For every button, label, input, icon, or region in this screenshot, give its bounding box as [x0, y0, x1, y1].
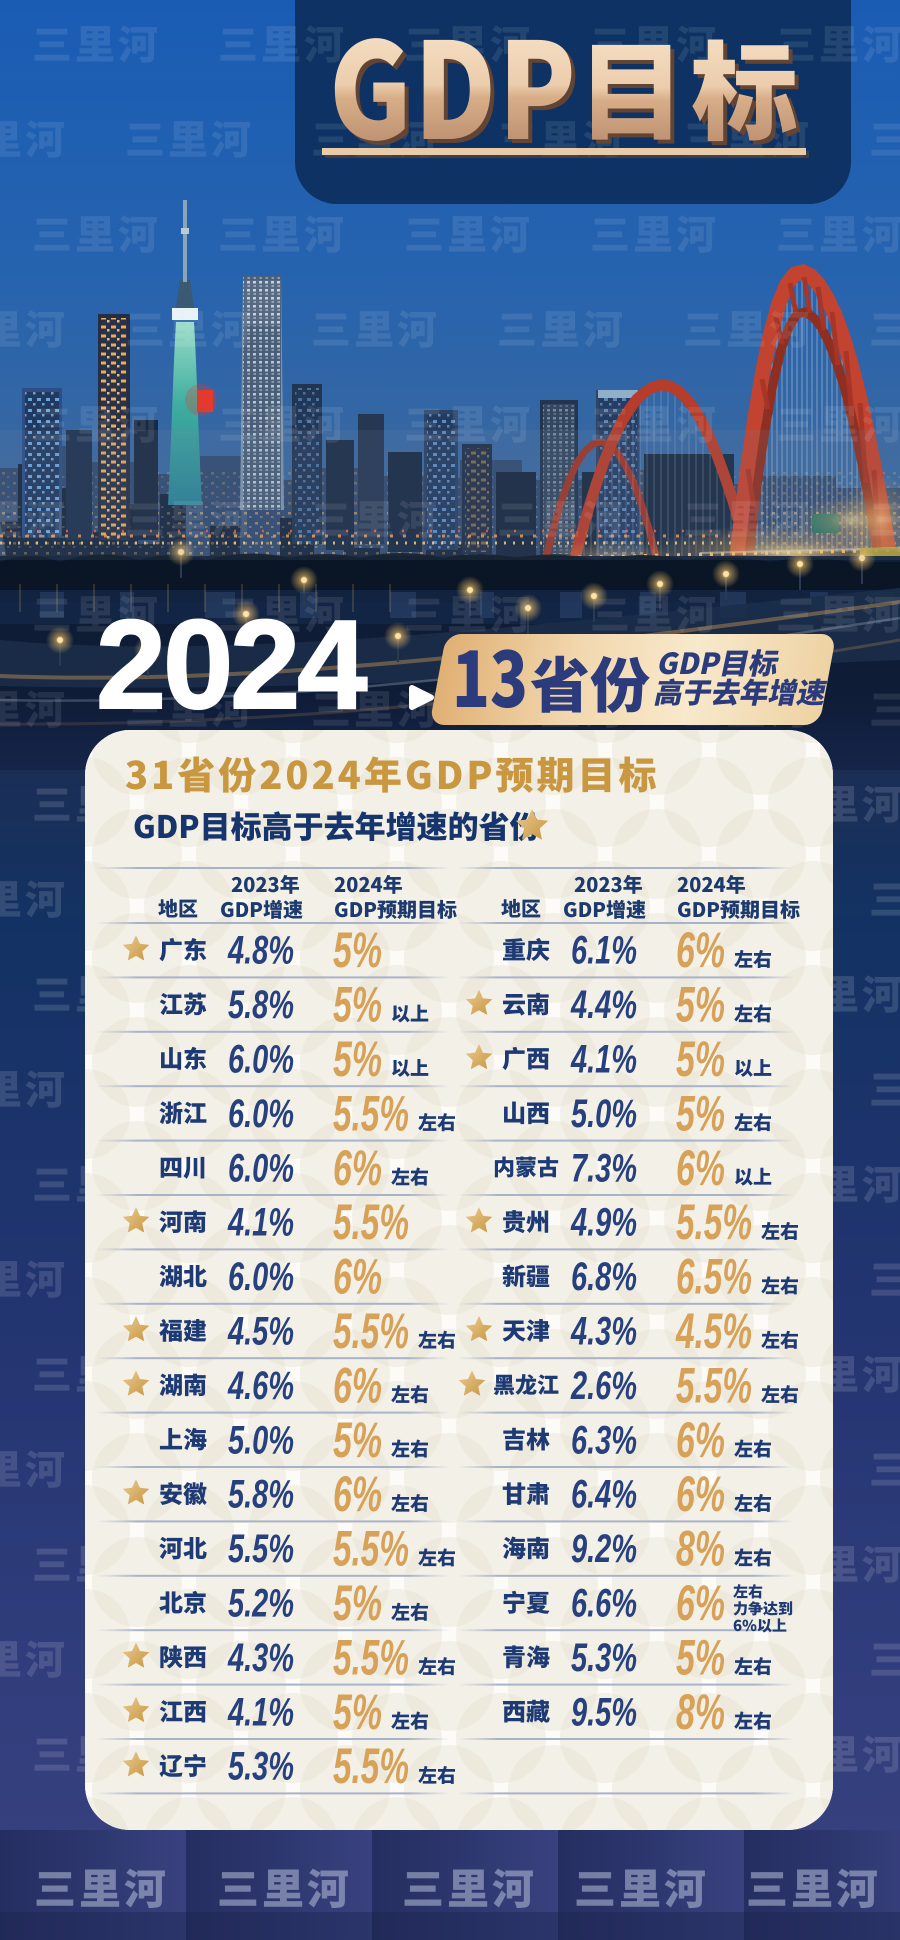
- svg-text:6.0%: 6.0%: [228, 1146, 294, 1190]
- svg-text:6.1%: 6.1%: [571, 929, 637, 973]
- svg-text:4.1%: 4.1%: [227, 1201, 294, 1245]
- svg-text:6%: 6%: [676, 1140, 725, 1196]
- svg-text:6%: 6%: [676, 1466, 725, 1522]
- svg-text:6%: 6%: [333, 1466, 382, 1522]
- svg-text:4.4%: 4.4%: [570, 983, 637, 1027]
- svg-text:6%: 6%: [333, 1249, 382, 1305]
- svg-text:5.0%: 5.0%: [571, 1092, 637, 1136]
- svg-text:5.8%: 5.8%: [228, 1473, 294, 1517]
- svg-text:6.5%: 6.5%: [676, 1249, 752, 1305]
- svg-text:9.2%: 9.2%: [571, 1527, 637, 1571]
- svg-text:4.5%: 4.5%: [675, 1303, 752, 1359]
- svg-text:4.6%: 4.6%: [227, 1364, 294, 1408]
- svg-text:5.5%: 5.5%: [333, 1085, 409, 1141]
- svg-text:6%: 6%: [676, 1412, 725, 1468]
- svg-text:5%: 5%: [333, 1031, 382, 1087]
- svg-text:6.6%: 6.6%: [571, 1582, 637, 1626]
- svg-text:5%: 5%: [333, 977, 382, 1033]
- svg-text:5.3%: 5.3%: [228, 1745, 294, 1789]
- svg-text:5.5%: 5.5%: [333, 1629, 409, 1685]
- svg-text:6.3%: 6.3%: [571, 1418, 637, 1462]
- svg-text:5.5%: 5.5%: [333, 1194, 409, 1250]
- svg-text:8%: 8%: [676, 1684, 725, 1740]
- svg-text:4.5%: 4.5%: [227, 1310, 294, 1354]
- svg-text:5.5%: 5.5%: [333, 1521, 409, 1577]
- svg-text:4.9%: 4.9%: [570, 1201, 637, 1245]
- svg-text:6%: 6%: [676, 922, 725, 978]
- svg-text:6.4%: 6.4%: [571, 1473, 637, 1517]
- svg-text:6%: 6%: [676, 1575, 725, 1631]
- svg-text:5.8%: 5.8%: [228, 983, 294, 1027]
- svg-text:9.5%: 9.5%: [571, 1690, 637, 1734]
- svg-text:4.1%: 4.1%: [227, 1690, 294, 1734]
- svg-text:6.0%: 6.0%: [228, 1255, 294, 1299]
- svg-text:5%: 5%: [676, 1085, 725, 1141]
- svg-text:5.5%: 5.5%: [333, 1303, 409, 1359]
- svg-text:6.0%: 6.0%: [228, 1038, 294, 1082]
- svg-text:4.3%: 4.3%: [227, 1636, 294, 1680]
- svg-text:5.5%: 5.5%: [228, 1527, 294, 1571]
- svg-text:6%: 6%: [333, 1140, 382, 1196]
- svg-text:8%: 8%: [676, 1521, 725, 1577]
- svg-text:6.0%: 6.0%: [228, 1092, 294, 1136]
- svg-text:5.5%: 5.5%: [676, 1357, 752, 1413]
- svg-text:4.1%: 4.1%: [570, 1038, 637, 1082]
- svg-text:5%: 5%: [333, 1684, 382, 1740]
- svg-text:6%: 6%: [333, 1357, 382, 1413]
- svg-text:4.8%: 4.8%: [227, 929, 294, 973]
- svg-text:7.3%: 7.3%: [571, 1146, 637, 1190]
- svg-text:5.2%: 5.2%: [228, 1582, 294, 1626]
- svg-text:5.5%: 5.5%: [333, 1738, 409, 1794]
- svg-text:5%: 5%: [333, 922, 382, 978]
- svg-text:2024: 2024: [96, 594, 367, 735]
- svg-text:5.3%: 5.3%: [571, 1636, 637, 1680]
- svg-text:5.5%: 5.5%: [676, 1194, 752, 1250]
- svg-text:5%: 5%: [676, 1031, 725, 1087]
- svg-text:5%: 5%: [333, 1412, 382, 1468]
- svg-text:4.3%: 4.3%: [570, 1310, 637, 1354]
- svg-text:2.6%: 2.6%: [570, 1364, 637, 1408]
- svg-text:6.8%: 6.8%: [571, 1255, 637, 1299]
- svg-text:5%: 5%: [676, 977, 725, 1033]
- svg-text:5%: 5%: [333, 1575, 382, 1631]
- svg-text:5%: 5%: [676, 1629, 725, 1685]
- svg-text:5.0%: 5.0%: [228, 1418, 294, 1462]
